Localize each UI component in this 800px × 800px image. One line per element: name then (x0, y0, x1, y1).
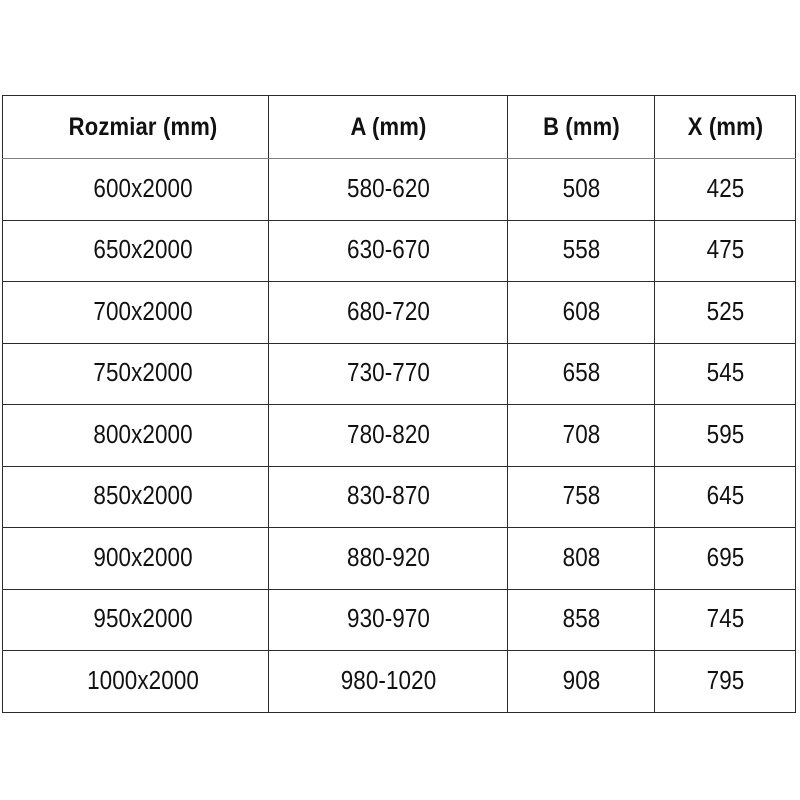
cell-b: 858 (515, 588, 647, 651)
column-header-x: X (mm) (662, 95, 788, 159)
cell-a: 930-970 (282, 588, 494, 651)
cell-x: 745 (662, 588, 788, 651)
cell-size: 650x2000 (18, 219, 253, 282)
cell-size: 850x2000 (18, 465, 253, 528)
cell-b: 808 (515, 527, 647, 590)
size-specification-table: Rozmiar (mm) A (mm) B (mm) X (mm) 600x20… (2, 95, 796, 713)
table-header-row: Rozmiar (mm) A (mm) B (mm) X (mm) (3, 95, 796, 159)
table-row: 650x2000 630-670 558 475 (3, 219, 796, 282)
cell-a: 980-1020 (282, 650, 494, 713)
table-row: 800x2000 780-820 708 595 (3, 404, 796, 467)
cell-a: 630-670 (282, 219, 494, 282)
cell-x: 475 (662, 219, 788, 282)
cell-size: 1000x2000 (18, 650, 253, 713)
cell-size: 800x2000 (18, 404, 253, 467)
cell-a: 730-770 (282, 342, 494, 405)
column-header-size: Rozmiar (mm) (18, 95, 253, 159)
cell-x: 695 (662, 527, 788, 590)
cell-b: 558 (515, 219, 647, 282)
cell-b: 708 (515, 404, 647, 467)
cell-size: 700x2000 (18, 281, 253, 344)
table-row: 850x2000 830-870 758 645 (3, 465, 796, 528)
cell-b: 508 (515, 158, 647, 221)
cell-b: 658 (515, 342, 647, 405)
cell-b: 608 (515, 281, 647, 344)
table-row: 1000x2000 980-1020 908 795 (3, 650, 796, 713)
table-row: 600x2000 580-620 508 425 (3, 158, 796, 221)
cell-x: 795 (662, 650, 788, 713)
table-body: 600x2000 580-620 508 425 650x2000 630-670 558 4… (3, 158, 796, 713)
cell-b: 908 (515, 650, 647, 713)
cell-a: 680-720 (282, 281, 494, 344)
table-row: 950x2000 930-970 858 745 (3, 588, 796, 651)
cell-x: 425 (662, 158, 788, 221)
cell-size: 600x2000 (18, 158, 253, 221)
cell-x: 545 (662, 342, 788, 405)
cell-size: 750x2000 (18, 342, 253, 405)
table-row: 700x2000 680-720 608 525 (3, 281, 796, 344)
cell-a: 780-820 (282, 404, 494, 467)
cell-b: 758 (515, 465, 647, 528)
table-row: 900x2000 880-920 808 695 (3, 527, 796, 590)
cell-x: 645 (662, 465, 788, 528)
cell-size: 950x2000 (18, 588, 253, 651)
cell-size: 900x2000 (18, 527, 253, 590)
cell-a: 880-920 (282, 527, 494, 590)
column-header-a: A (mm) (282, 95, 494, 159)
cell-x: 595 (662, 404, 788, 467)
cell-a: 580-620 (282, 158, 494, 221)
column-header-b: B (mm) (515, 95, 647, 159)
table-row: 750x2000 730-770 658 545 (3, 342, 796, 405)
table-header: Rozmiar (mm) A (mm) B (mm) X (mm) (3, 95, 796, 159)
cell-x: 525 (662, 281, 788, 344)
cell-a: 830-870 (282, 465, 494, 528)
